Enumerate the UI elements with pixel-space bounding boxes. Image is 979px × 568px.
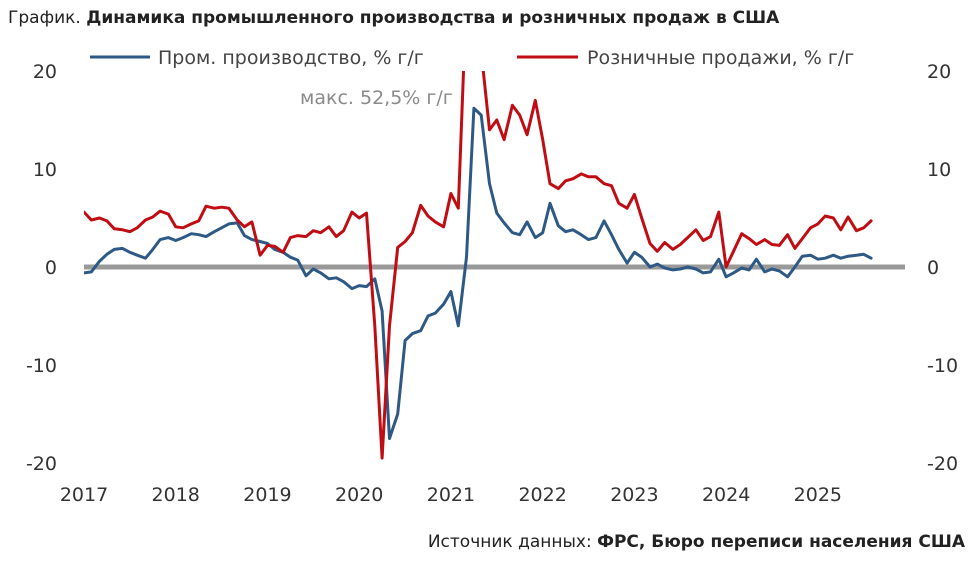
x-axis: 2017 2018 2019 2020 2021 2022 2023 2024 2025 [60,484,842,506]
y-tick-label-right: 10 [927,159,951,181]
series-line-retail [84,71,873,460]
y-tick-label-left: 10 [33,159,57,181]
series-line-industrial [84,106,873,440]
right-y-axis: 20 10 0 -10 -20 [927,61,958,475]
x-tick-label: 2017 [60,484,108,506]
y-tick-label-right: 0 [927,257,939,279]
source-note: Источник данных: ФРС, Бюро переписи насе… [428,532,965,552]
x-tick-label: 2024 [702,484,750,506]
chart-title-text: Динамика промышленного производства и ро… [86,8,780,28]
y-tick-label-left: 0 [45,257,57,279]
legend-label-retail: Розничные продажи, % г/г [587,47,854,69]
y-tick-label-left: -10 [26,355,57,377]
x-tick-label: 2020 [335,484,383,506]
x-tick-label: 2025 [794,484,842,506]
legend-label-industrial: Пром. производство, % г/г [158,47,424,69]
y-tick-label-right: -10 [927,355,958,377]
x-tick-label: 2019 [243,484,291,506]
x-tick-label: 2021 [427,484,475,506]
max-annotation: макс. 52,5% г/г [300,87,453,109]
chart-title: График. Динамика промышленного производс… [8,8,779,28]
source-value: ФРС, Бюро переписи населения США [597,532,965,552]
y-tick-label-left: 20 [33,61,57,83]
x-tick-label: 2018 [152,484,200,506]
series-layer [84,71,873,460]
chart-title-prefix: График. [8,8,81,28]
y-tick-label-right: 20 [927,61,951,83]
x-tick-label: 2023 [610,484,658,506]
legend: Пром. производство, % г/г Розничные прода… [90,47,854,69]
y-tick-label-right: -20 [927,453,958,475]
y-tick-label-left: -20 [26,453,57,475]
source-label: Источник данных: [427,532,592,552]
x-tick-label: 2022 [518,484,566,506]
left-y-axis: 20 10 0 -10 -20 [26,61,57,475]
